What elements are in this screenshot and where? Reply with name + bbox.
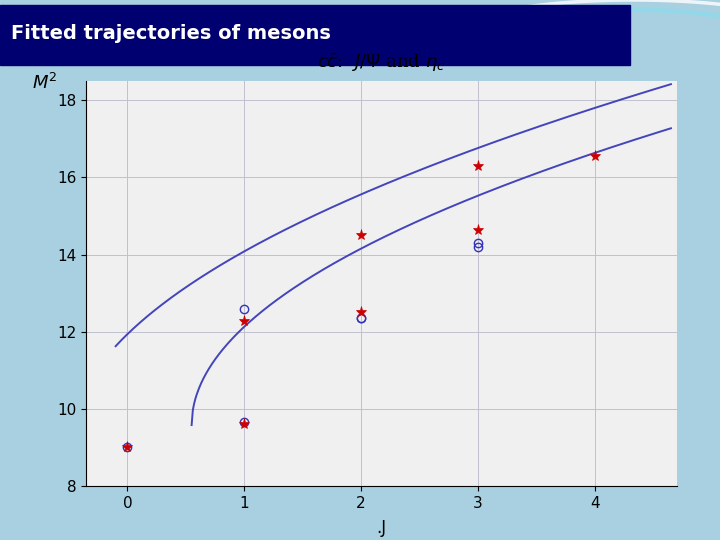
Y-axis label: $M^2$: $M^2$ <box>32 73 58 93</box>
Text: Fitted trajectories of mesons: Fitted trajectories of mesons <box>11 24 330 43</box>
X-axis label: .J: .J <box>377 519 387 537</box>
Title: $c\bar{c}$:  $J/\Psi$ and $\eta_c$: $c\bar{c}$: $J/\Psi$ and $\eta_c$ <box>318 51 446 73</box>
Bar <box>0 5 630 65</box>
